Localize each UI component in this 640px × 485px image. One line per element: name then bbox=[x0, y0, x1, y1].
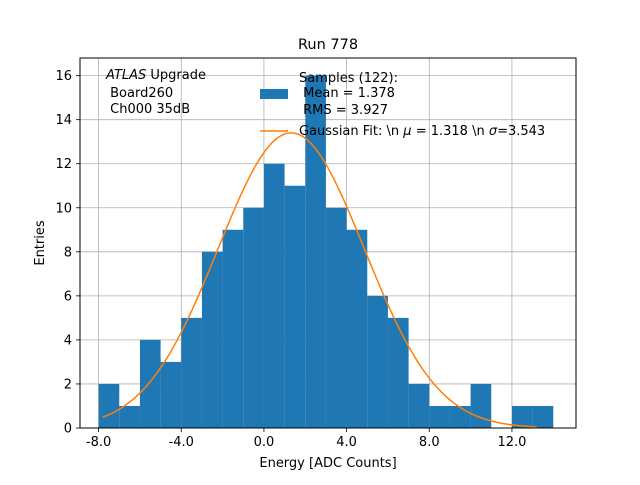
y-axis-label: Entries bbox=[33, 220, 48, 266]
annotation-line-1: ATLAS Upgrade bbox=[105, 68, 206, 83]
histogram-bar bbox=[243, 207, 264, 428]
y-tick-label: 6 bbox=[64, 289, 72, 304]
plot-frame bbox=[79, 57, 577, 429]
histogram-bar bbox=[119, 405, 140, 428]
legend-samples-title: Samples (122): bbox=[299, 71, 398, 86]
legend-fit-sigma-symbol: σ bbox=[489, 124, 498, 139]
histogram-bar bbox=[470, 383, 492, 428]
histogram-bar bbox=[222, 229, 244, 428]
annotation-channel: Ch000 35dB bbox=[106, 102, 190, 117]
legend-fit-prefix: Gaussian Fit: \n bbox=[299, 124, 403, 139]
histogram-bar bbox=[408, 383, 430, 428]
x-tick-label: 8.0 bbox=[419, 435, 440, 450]
y-tick-label: 10 bbox=[55, 201, 72, 216]
histogram-bar bbox=[160, 361, 182, 428]
annotation-board: Board260 bbox=[106, 86, 173, 101]
histogram-bar bbox=[449, 405, 471, 428]
y-tick-label: 16 bbox=[55, 69, 72, 84]
histogram-bar bbox=[98, 383, 120, 428]
legend-fit-mu-symbol: μ bbox=[402, 124, 411, 139]
x-axis-label: Energy [ADC Counts] bbox=[259, 456, 396, 471]
legend-samples-mean: Mean = 1.378 bbox=[299, 86, 395, 101]
gaussian-fit-curve bbox=[102, 132, 537, 428]
histogram-bar bbox=[532, 405, 554, 428]
histogram-bar bbox=[181, 317, 202, 428]
x-tick-label: -8.0 bbox=[86, 435, 111, 450]
histogram-bar bbox=[305, 75, 326, 428]
x-tick-label: 12.0 bbox=[497, 435, 526, 450]
histogram-bar bbox=[387, 317, 409, 428]
histogram-bar bbox=[263, 163, 285, 428]
histogram-bar bbox=[346, 229, 368, 428]
x-tick-label: 4.0 bbox=[336, 435, 357, 450]
legend-fit-label: Gaussian Fit: \n μ = 1.318 \n σ=3.543 bbox=[299, 124, 545, 139]
chart-title: Run 778 bbox=[298, 37, 358, 53]
legend-fit-mu-value: = 1.318 \n bbox=[412, 124, 489, 139]
histogram-bar bbox=[367, 295, 388, 428]
annotation-upgrade: Upgrade bbox=[146, 68, 206, 83]
y-tick-label: 0 bbox=[64, 422, 72, 437]
legend-fit-sigma-value: =3.543 bbox=[497, 124, 545, 139]
y-tick-label: 4 bbox=[64, 333, 72, 348]
y-tick-label: 2 bbox=[64, 377, 72, 392]
histogram-bar bbox=[325, 207, 347, 428]
y-tick-label: 8 bbox=[64, 245, 72, 260]
x-tick-label: 0.0 bbox=[254, 435, 275, 450]
x-tick-label: -4.0 bbox=[169, 435, 194, 450]
histogram-bar bbox=[139, 339, 161, 428]
y-axis-ticks: 0 2 4 6 8 10 12 14 16 bbox=[55, 69, 80, 437]
y-tick-label: 14 bbox=[55, 113, 72, 128]
histogram-bars bbox=[98, 75, 554, 428]
histogram-bar bbox=[429, 405, 450, 428]
x-axis-ticks: -8.0 -4.0 0.0 4.0 8.0 12.0 bbox=[86, 428, 526, 450]
legend-samples-patch bbox=[260, 89, 288, 99]
histogram-bar bbox=[284, 185, 306, 428]
histogram-bar bbox=[201, 251, 223, 428]
y-tick-label: 12 bbox=[55, 157, 72, 172]
annotation-atlas: ATLAS bbox=[105, 68, 146, 83]
atlas-annotation: ATLAS Upgrade Board260 Ch000 35dB bbox=[105, 68, 206, 117]
legend-samples-rms: RMS = 3.927 bbox=[299, 103, 388, 118]
histogram-bar bbox=[511, 405, 533, 428]
legend: Samples (122): Mean = 1.378 RMS = 3.927 … bbox=[260, 71, 545, 139]
